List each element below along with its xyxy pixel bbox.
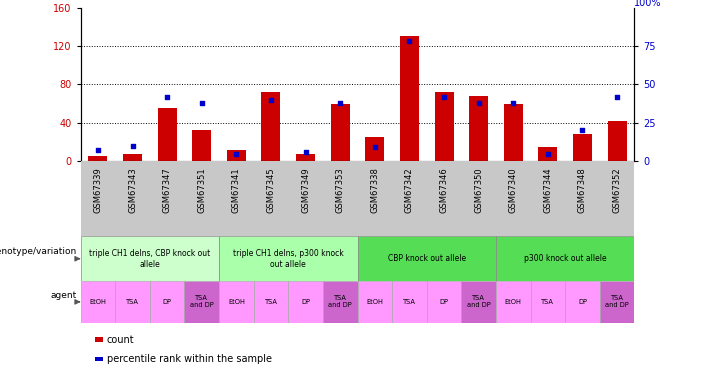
Text: GSM67343: GSM67343 <box>128 167 137 213</box>
Point <box>543 150 554 157</box>
Bar <box>150 281 184 322</box>
Bar <box>469 96 488 161</box>
Bar <box>288 281 323 322</box>
Text: DP: DP <box>163 299 172 305</box>
Text: DP: DP <box>578 299 587 305</box>
Text: GSM67346: GSM67346 <box>440 167 449 213</box>
Point <box>300 149 311 155</box>
Text: triple CH1 delns, CBP knock out
allele: triple CH1 delns, CBP knock out allele <box>89 249 210 269</box>
Point <box>231 150 242 157</box>
Text: TSA
and DP: TSA and DP <box>190 296 214 308</box>
Point <box>196 100 207 106</box>
Point <box>93 147 104 153</box>
Text: GSM67340: GSM67340 <box>509 167 518 213</box>
Bar <box>331 104 350 161</box>
Point <box>266 97 277 103</box>
Text: DP: DP <box>440 299 449 305</box>
Bar <box>565 281 600 322</box>
Text: GSM67348: GSM67348 <box>578 167 587 213</box>
Bar <box>461 281 496 322</box>
Text: CBP knock out allele: CBP knock out allele <box>388 254 465 263</box>
Text: EtOH: EtOH <box>228 299 245 305</box>
Bar <box>219 281 254 322</box>
Text: TSA: TSA <box>403 299 416 305</box>
Bar <box>123 154 142 161</box>
Bar <box>358 236 496 281</box>
Bar <box>365 137 384 161</box>
Bar <box>400 36 419 161</box>
Bar <box>427 281 461 322</box>
Text: 100%: 100% <box>634 0 662 8</box>
Bar <box>88 156 107 161</box>
Text: GSM67341: GSM67341 <box>232 167 241 213</box>
Bar <box>573 134 592 161</box>
Text: EtOH: EtOH <box>90 299 107 305</box>
Bar <box>192 129 211 161</box>
Bar <box>435 92 454 161</box>
Text: TSA: TSA <box>126 299 139 305</box>
Text: GSM67353: GSM67353 <box>336 167 345 213</box>
Point <box>611 94 622 100</box>
Bar <box>358 281 392 322</box>
Point <box>577 128 588 134</box>
Bar <box>600 281 634 322</box>
Text: percentile rank within the sample: percentile rank within the sample <box>107 354 271 364</box>
Bar <box>531 281 565 322</box>
Text: DP: DP <box>301 299 310 305</box>
Text: TSA
and DP: TSA and DP <box>328 296 352 308</box>
Point <box>369 144 381 150</box>
Point <box>404 38 415 44</box>
Bar <box>496 236 634 281</box>
Text: TSA: TSA <box>264 299 278 305</box>
Text: GSM67352: GSM67352 <box>613 167 622 213</box>
Bar <box>538 147 557 161</box>
Point <box>508 100 519 106</box>
Text: GSM67339: GSM67339 <box>93 167 102 213</box>
Text: GSM67350: GSM67350 <box>474 167 483 213</box>
Text: count: count <box>107 334 134 345</box>
Text: GSM67351: GSM67351 <box>197 167 206 213</box>
Bar <box>261 92 280 161</box>
Text: GSM67342: GSM67342 <box>405 167 414 213</box>
Bar <box>504 104 523 161</box>
Text: genotype/variation: genotype/variation <box>0 248 77 256</box>
Text: EtOH: EtOH <box>505 299 522 305</box>
Bar <box>254 281 288 322</box>
Point <box>161 94 172 100</box>
Point <box>473 100 484 106</box>
Text: GSM67338: GSM67338 <box>370 167 379 213</box>
Bar <box>219 236 358 281</box>
Text: TSA
and DP: TSA and DP <box>467 296 491 308</box>
Text: GSM67349: GSM67349 <box>301 167 310 213</box>
Bar <box>227 150 246 161</box>
Text: GSM67347: GSM67347 <box>163 167 172 213</box>
Point <box>334 100 346 106</box>
Bar <box>296 154 315 161</box>
Bar <box>392 281 427 322</box>
Text: GSM67344: GSM67344 <box>543 167 552 213</box>
Bar <box>496 281 531 322</box>
Text: agent: agent <box>51 291 77 300</box>
Text: EtOH: EtOH <box>367 299 383 305</box>
Text: p300 knock out allele: p300 knock out allele <box>524 254 606 263</box>
Text: TSA
and DP: TSA and DP <box>605 296 629 308</box>
Bar <box>608 121 627 161</box>
Bar <box>323 281 358 322</box>
Point <box>127 143 138 149</box>
Bar <box>158 108 177 161</box>
Text: TSA: TSA <box>541 299 554 305</box>
Text: GSM67345: GSM67345 <box>266 167 275 213</box>
Bar <box>81 236 219 281</box>
Text: triple CH1 delns, p300 knock
out allele: triple CH1 delns, p300 knock out allele <box>233 249 343 269</box>
Bar <box>115 281 150 322</box>
Bar <box>81 281 115 322</box>
Point <box>438 94 449 100</box>
Bar <box>184 281 219 322</box>
